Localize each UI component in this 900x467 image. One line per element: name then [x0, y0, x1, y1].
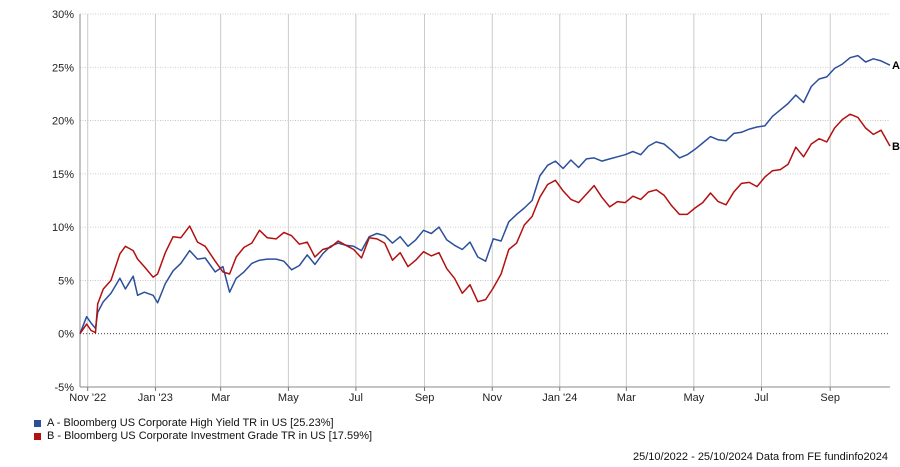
legend-item-b: B - Bloomberg US Corporate Investment Gr…: [34, 430, 372, 443]
y-tick-label: -5%: [54, 382, 74, 394]
legend-swatch-a: [34, 420, 41, 427]
x-axis-ticks: Nov '22 Jan '23 Mar May Jul Sep Nov Jan '24 Mar M…: [69, 392, 840, 404]
x-tick-label: Jan '24: [542, 392, 577, 404]
x-tick-label: Jul: [349, 392, 363, 404]
x-tick-label: Jan '23: [138, 392, 173, 404]
x-tick-label: Sep: [415, 392, 435, 404]
x-tick-label: Mar: [617, 392, 636, 404]
legend-label-b: B - Bloomberg US Corporate Investment Gr…: [47, 430, 373, 442]
y-tick-label: 0%: [58, 329, 74, 341]
legend-swatch-b: [34, 433, 41, 440]
y-axis-ticks: 30% 25% 20% 15% 10% 5% 0% -5%: [52, 9, 74, 394]
series-end-label-a: A: [892, 60, 900, 72]
y-tick-label: 20%: [52, 116, 74, 128]
y-tick-label: 15%: [52, 169, 74, 181]
x-tick-label: May: [683, 392, 704, 404]
y-tick-label: 25%: [52, 62, 74, 74]
x-tick-label: Mar: [211, 392, 230, 404]
x-tick-label: Sep: [820, 392, 840, 404]
legend: A - Bloomberg US Corporate High Yield TR…: [34, 417, 372, 443]
series-lines: [79, 54, 891, 335]
y-tick-label: 30%: [52, 9, 74, 21]
y-tick-label: 5%: [58, 275, 74, 287]
series-line-b: [79, 113, 891, 335]
footer-source: 25/10/2022 - 25/10/2024 Data from FE fun…: [632, 451, 888, 463]
series-end-label-b: B: [892, 141, 900, 153]
axes: [79, 14, 890, 391]
legend-label-a: A - Bloomberg US Corporate High Yield TR…: [47, 417, 334, 429]
grid: [80, 13, 890, 387]
x-tick-label: Jul: [754, 392, 768, 404]
series-end-labels: AB: [892, 60, 900, 153]
x-tick-label: Nov '22: [69, 392, 106, 404]
legend-item-a: A - Bloomberg US Corporate High Yield TR…: [34, 417, 372, 430]
series-line-a: [79, 54, 891, 334]
x-tick-label: May: [278, 392, 299, 404]
y-tick-label: 10%: [52, 222, 74, 234]
x-tick-label: Nov: [482, 392, 502, 404]
